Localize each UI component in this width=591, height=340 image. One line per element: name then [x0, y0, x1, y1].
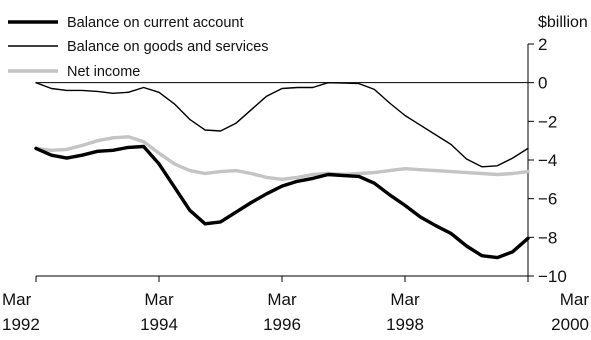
y-tick-label: −4 — [538, 151, 557, 170]
x-tick-label-month: Mar — [560, 290, 590, 309]
x-tick-label-year: 1994 — [140, 315, 178, 334]
series-line-balance-on-current-account — [34, 144, 530, 260]
y-tick-label: −8 — [538, 228, 557, 247]
legend-label-balance-on-goods-and-services: Balance on goods and services — [67, 39, 269, 55]
x-tick-label-month: Mar — [267, 290, 297, 309]
y-tick-label: −10 — [538, 267, 567, 286]
y-tick-label: −2 — [538, 112, 557, 131]
chart-legend: Balance on current account Balance on goo… — [8, 15, 269, 80]
x-tick-label-month: Mar — [144, 290, 174, 309]
y-tick-label: 0 — [538, 74, 547, 93]
x-tick-label-year: 1992 — [2, 315, 40, 334]
y-tick-label: −6 — [538, 190, 557, 209]
series-line-balance-on-goods-and-services — [35, 82, 529, 168]
x-tick-label-month: Mar — [2, 290, 32, 309]
series-line-net-income — [34, 135, 530, 181]
x-tick-label-year: 1996 — [263, 315, 301, 334]
x-tick-label-year: 2000 — [551, 315, 589, 334]
y-axis-unit-label: $billion — [538, 14, 588, 31]
y-tick-label: 2 — [538, 35, 547, 54]
x-tick-label-year: 1998 — [386, 315, 424, 334]
chart-series — [34, 82, 530, 260]
legend-label-balance-on-current-account: Balance on current account — [67, 15, 244, 31]
legend-label-net-income: Net income — [67, 64, 140, 80]
chart-axes: 2 0 −2 −4 −6 −8 −10 Mar 1992 Mar 1994 Mar 1996 Mar 199… — [2, 35, 589, 334]
x-tick-label-month: Mar — [390, 290, 420, 309]
